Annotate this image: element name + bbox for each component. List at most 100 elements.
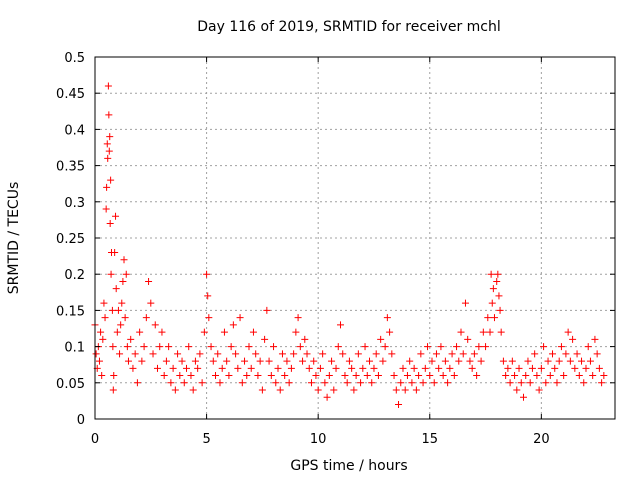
data-point (256, 357, 264, 365)
data-point (196, 350, 204, 358)
data-point (254, 372, 262, 380)
data-point (361, 343, 369, 351)
data-point (301, 335, 309, 343)
data-point (214, 350, 222, 358)
data-point (97, 328, 105, 336)
data-point (310, 357, 318, 365)
data-point (428, 357, 436, 365)
data-point (122, 270, 130, 278)
data-point (419, 379, 427, 387)
data-point (551, 364, 559, 372)
data-point (506, 379, 514, 387)
data-point (124, 357, 132, 365)
data-point (531, 350, 539, 358)
data-point (591, 335, 599, 343)
data-point (106, 133, 114, 141)
data-point (484, 314, 492, 322)
data-point (103, 183, 111, 191)
data-point (537, 364, 545, 372)
data-point (107, 270, 115, 278)
data-point (261, 335, 269, 343)
data-point (578, 357, 586, 365)
data-point (386, 328, 394, 336)
data-point (158, 328, 166, 336)
data-point (459, 350, 467, 358)
data-point (555, 357, 563, 365)
data-point (104, 82, 112, 90)
x-tick-label: 10 (310, 432, 327, 447)
data-point (171, 386, 179, 394)
data-point (305, 364, 313, 372)
data-point (332, 364, 340, 372)
data-point (489, 285, 497, 293)
data-point (207, 343, 215, 351)
data-point (272, 379, 280, 387)
data-point (546, 372, 554, 380)
data-point (116, 350, 124, 358)
data-point (502, 372, 510, 380)
data-point (107, 176, 115, 184)
data-point (468, 364, 476, 372)
data-point (475, 343, 483, 351)
data-point (119, 277, 127, 285)
data-point (328, 357, 336, 365)
data-point (187, 372, 195, 380)
data-point (490, 314, 498, 322)
data-point (535, 386, 543, 394)
data-point (417, 350, 425, 358)
data-point (533, 372, 541, 380)
data-point (245, 343, 253, 351)
data-point (598, 379, 606, 387)
data-point (341, 372, 349, 380)
data-point (424, 343, 432, 351)
data-point (252, 350, 260, 358)
data-point (234, 364, 242, 372)
data-point (149, 350, 157, 358)
data-point (200, 328, 208, 336)
data-point (216, 379, 224, 387)
x-tick-label: 5 (202, 432, 210, 447)
data-point (292, 328, 300, 336)
data-point (243, 372, 251, 380)
data-point (487, 270, 495, 278)
data-point (383, 314, 391, 322)
data-point (110, 372, 118, 380)
data-point (129, 364, 137, 372)
data-point (432, 350, 440, 358)
data-point (366, 357, 374, 365)
data-point (397, 379, 405, 387)
data-point (466, 357, 474, 365)
data-point (287, 364, 295, 372)
data-point (464, 335, 472, 343)
data-point (267, 372, 275, 380)
data-point (238, 379, 246, 387)
data-point (350, 386, 358, 394)
data-point (566, 357, 574, 365)
data-point (209, 357, 217, 365)
data-point (127, 335, 135, 343)
data-point (325, 372, 333, 380)
data-point (98, 372, 106, 380)
data-point (276, 386, 284, 394)
data-point (145, 277, 153, 285)
data-point (528, 364, 536, 372)
data-point (496, 306, 504, 314)
data-point (100, 299, 108, 307)
data-point (368, 379, 376, 387)
x-tick-label: 20 (533, 432, 550, 447)
data-point (403, 372, 411, 380)
data-point (345, 357, 353, 365)
data-point (106, 220, 114, 228)
data-point (95, 357, 103, 365)
data-point (560, 372, 568, 380)
data-point (412, 386, 420, 394)
data-point (165, 343, 173, 351)
data-point (265, 357, 273, 365)
data-point (323, 393, 331, 401)
data-point (446, 364, 454, 372)
data-point (377, 335, 385, 343)
y-tick-label: 0.3 (64, 196, 85, 211)
data-point (415, 372, 423, 380)
data-point (494, 270, 502, 278)
